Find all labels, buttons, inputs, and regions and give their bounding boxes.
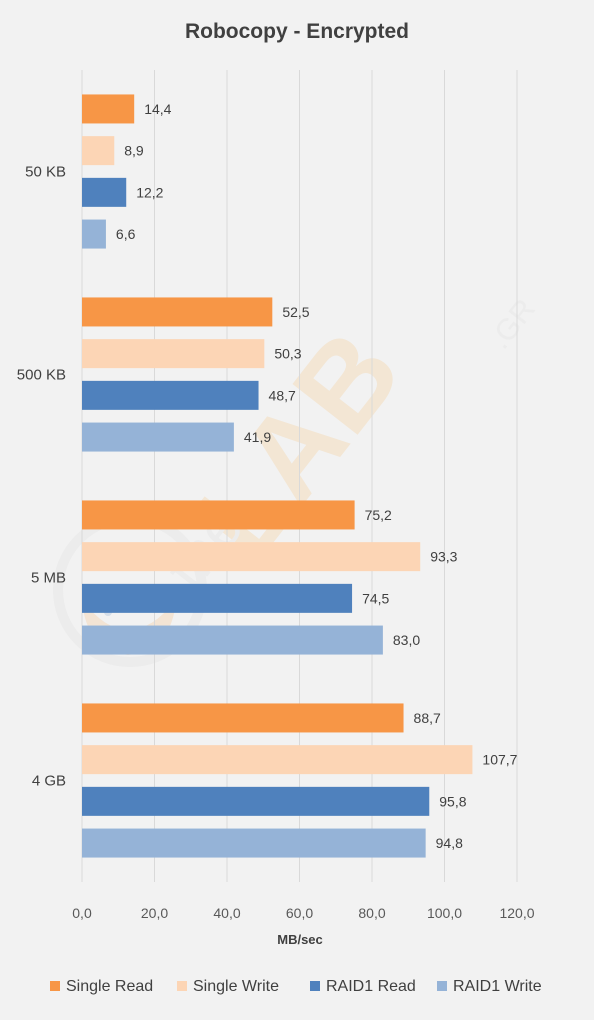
bar [82,703,404,733]
legend: Single Read Single Write RAID1 Read RAID1 W… [50,978,542,995]
bar [82,219,106,249]
bar [82,745,473,775]
data-label: 48,7 [269,387,296,403]
data-label: 8,9 [124,143,144,159]
bar [82,380,259,410]
y-category-label: 4 GB [32,773,66,790]
legend-label: Single Write [193,978,279,995]
legend-label: Single Read [66,978,153,995]
x-tick-label: 100,0 [427,905,462,921]
bar [82,542,421,572]
legend-swatch [310,981,320,991]
data-label: 107,7 [482,752,517,768]
legend-swatch [50,981,60,991]
x-tick-label: 40,0 [213,905,240,921]
y-category-label: 5 MB [31,570,66,587]
bar [82,583,353,613]
bar [82,297,273,327]
bar [82,500,355,530]
x-axis-title: MB/sec [277,932,323,947]
y-axis-labels: 50 KB 500 KB 5 MB 4 GB [17,164,66,790]
legend-swatch [177,981,187,991]
data-label: 93,3 [430,549,457,565]
svg-text:.GR: .GR [483,293,542,355]
bar [82,177,127,207]
legend-label: RAID1 Read [326,978,416,995]
x-tick-label: 60,0 [286,905,313,921]
bar [82,625,383,655]
data-label: 88,7 [414,710,441,726]
data-label: 52,5 [282,304,309,320]
value-labels: 14,4 8,9 12,2 6,6 52,5 50,3 48,7 41,9 75,2 93,3 74… [116,101,518,851]
x-tick-label: 80,0 [358,905,385,921]
bar [82,339,265,369]
data-label: 94,8 [436,835,463,851]
bar [82,786,430,816]
data-label: 50,3 [274,346,301,362]
data-label: 6,6 [116,226,136,242]
bar [82,136,115,166]
bars [82,94,473,858]
data-label: 95,8 [439,793,466,809]
x-axis-labels: 0,0 20,0 40,0 60,0 80,0 100,0 120,0 [72,905,534,921]
bar [82,422,234,452]
data-label: 83,0 [393,632,420,648]
x-tick-label: 120,0 [499,905,534,921]
bar [82,94,135,124]
data-label: 41,9 [244,429,271,445]
x-tick-label: 20,0 [141,905,168,921]
data-label: 12,2 [136,184,163,200]
chart-title: Robocopy - Encrypted [185,20,409,43]
x-tick-label: 0,0 [72,905,92,921]
data-label: 75,2 [365,507,392,523]
legend-swatch [437,981,447,991]
data-label: 14,4 [144,101,171,117]
y-category-label: 500 KB [17,367,66,384]
legend-label: RAID1 Write [453,978,542,995]
data-label: 74,5 [362,590,389,606]
y-category-label: 50 KB [25,164,66,181]
bar [82,828,426,858]
